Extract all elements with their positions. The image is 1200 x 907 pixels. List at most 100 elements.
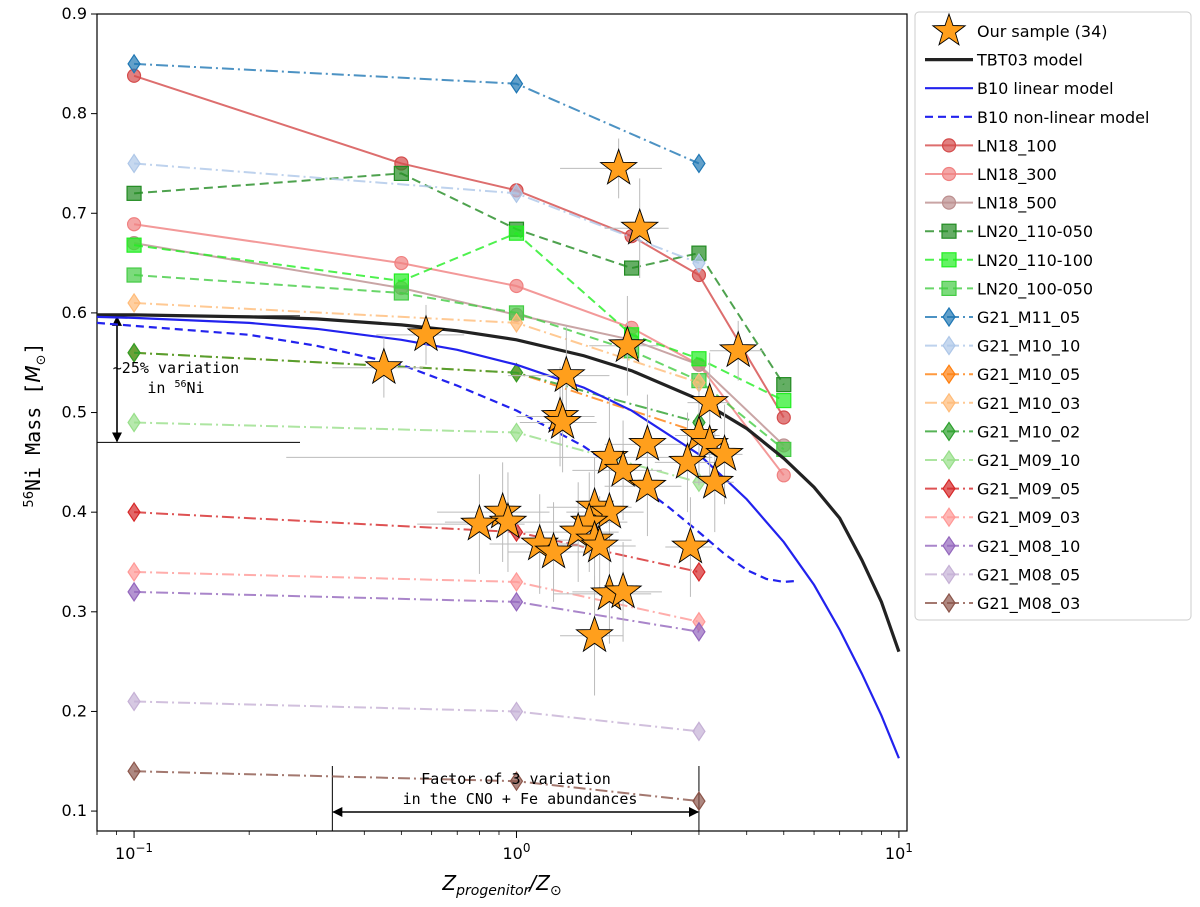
legend-label-g21-m08-05: G21_M08_05 bbox=[977, 565, 1080, 585]
legend-label-ln20-110-050: LN20_110-050 bbox=[977, 222, 1093, 242]
y-axis-label: 56Ni Mass [M⊙] bbox=[21, 342, 49, 507]
legend-label-g21-m11-05: G21_M11_05 bbox=[977, 308, 1080, 328]
series-marker-ln18-300 bbox=[776, 468, 791, 483]
legend-marker-ln20-100-050 bbox=[941, 280, 957, 296]
legend-marker-g21-m08-10 bbox=[942, 535, 956, 556]
y-tick-label: 0.8 bbox=[62, 104, 87, 123]
model-series bbox=[126, 53, 792, 812]
legend-label-g21-m10-10: G21_M10_10 bbox=[977, 337, 1080, 357]
annotation-vertical-line2: in 56Ni bbox=[147, 379, 204, 397]
series-marker-g21-m11-05 bbox=[692, 153, 706, 174]
x-tick-label: 100 bbox=[502, 841, 530, 863]
legend-label-ln18-300: LN18_300 bbox=[977, 165, 1057, 185]
series-marker-g21-m10-10 bbox=[692, 253, 706, 274]
sample-star bbox=[590, 491, 629, 529]
sample-star bbox=[460, 503, 499, 541]
series-marker-ln20-110-100 bbox=[508, 225, 525, 241]
sample-star bbox=[364, 347, 404, 385]
series-marker-g21-m08-05 bbox=[127, 691, 141, 712]
x-axis-label: Zprogenitor/Z⊙ bbox=[441, 871, 561, 899]
series-marker-ln18-300 bbox=[126, 217, 142, 232]
legend-label-ln18-100: LN18_100 bbox=[977, 136, 1057, 156]
legend-marker-ln20-110-100 bbox=[941, 252, 957, 268]
legend-label-g21-m09-10: G21_M09_10 bbox=[977, 451, 1080, 471]
legend-marker-g21-m08-05 bbox=[942, 564, 956, 585]
legend-marker-g21-m09-03 bbox=[942, 507, 956, 528]
series-line-ln20-110-050 bbox=[133, 172, 785, 386]
y-tick-label: 0.7 bbox=[62, 203, 87, 222]
legend-label-ln20-110-100: LN20_110-100 bbox=[977, 251, 1093, 271]
series-marker-g21-m08-10 bbox=[127, 581, 141, 602]
series-line-ln18-500 bbox=[133, 242, 785, 447]
series-marker-g21-m08-10 bbox=[692, 621, 706, 642]
legend-label-g21-m09-03: G21_M09_03 bbox=[977, 508, 1080, 528]
plot-frame bbox=[96, 13, 908, 832]
series-marker-ln20-110-050 bbox=[623, 260, 640, 276]
sample-star bbox=[580, 525, 620, 563]
series-marker-g21-m09-05 bbox=[127, 502, 141, 523]
series-marker-ln18-100 bbox=[776, 410, 791, 425]
sample-star bbox=[543, 402, 582, 439]
series-marker-g21-m10-10 bbox=[127, 153, 141, 174]
series-marker-ln18-300 bbox=[394, 255, 409, 271]
legend-label-g21-m09-05: G21_M09_05 bbox=[977, 480, 1080, 500]
model-curve-b10-linear-model bbox=[97, 315, 900, 759]
sample-star bbox=[603, 449, 643, 487]
legend-label-g21-m10-03: G21_M10_03 bbox=[977, 394, 1080, 414]
series-marker-ln20-100-050 bbox=[126, 267, 142, 283]
legend-label-ln18-500: LN18_500 bbox=[977, 194, 1057, 214]
sample-star bbox=[628, 465, 667, 503]
legend-marker-ln18-300 bbox=[941, 166, 957, 182]
series-marker-ln18-300 bbox=[509, 278, 524, 294]
series-marker-g21-m08-10 bbox=[509, 591, 524, 612]
legend-marker-g21-m08-03 bbox=[942, 592, 956, 614]
sample-stars bbox=[364, 148, 758, 653]
series-marker-g21-m09-05 bbox=[692, 561, 706, 583]
y-tick-label: 0.2 bbox=[62, 701, 87, 720]
legend-marker-ln18-500 bbox=[941, 195, 957, 210]
legend-label-g21-m10-05: G21_M10_05 bbox=[977, 365, 1080, 385]
legend-label-ln20-100-050: LN20_100-050 bbox=[977, 279, 1093, 299]
legend-label-b10-non-linear-model: B10 non-linear model bbox=[977, 108, 1149, 127]
series-marker-g21-m11-05 bbox=[509, 73, 524, 94]
legend-label-g21-m08-03: G21_M08_03 bbox=[977, 594, 1080, 614]
sample-star bbox=[488, 501, 528, 539]
series-marker-g21-m08-05 bbox=[692, 721, 706, 742]
legend-box bbox=[914, 11, 1192, 621]
series-marker-g21-m11-05 bbox=[127, 53, 141, 74]
series-marker-g21-m10-10 bbox=[509, 183, 524, 204]
series-line-ln20-110-100 bbox=[133, 232, 785, 402]
sample-star bbox=[690, 382, 730, 420]
legend-label-g21-m10-02: G21_M10_02 bbox=[977, 422, 1080, 442]
model-curve-tbt03-model bbox=[97, 313, 901, 653]
y-tick-label: 0.9 bbox=[62, 4, 87, 23]
series-marker-g21-m08-05 bbox=[509, 701, 524, 722]
sample-star bbox=[406, 314, 446, 352]
sample-star bbox=[599, 148, 639, 185]
annotation-horizontal-line1: Factor of 3 variation bbox=[421, 770, 611, 788]
sample-star bbox=[546, 355, 586, 393]
legend-marker-g21-m10-10 bbox=[942, 335, 956, 356]
sample-star bbox=[575, 615, 614, 653]
series-marker-ln20-110-050 bbox=[776, 377, 792, 393]
sample-star bbox=[718, 330, 758, 368]
series-line-ln18-300 bbox=[133, 223, 785, 476]
y-tick-label: 0.5 bbox=[62, 403, 87, 422]
sample-star bbox=[608, 325, 647, 363]
legend: Our sample (34) TBT03 model B10 linear mod… bbox=[925, 12, 1149, 614]
y-tick-label: 0.3 bbox=[62, 602, 87, 621]
axis-ticks: 0.1 0.2 0.3 0.4 0.5 0.6 0.7 0.8 0.9 10−1 100 101 bbox=[62, 4, 913, 863]
series-marker-g21-m10-02 bbox=[509, 362, 524, 383]
legend-label-tbt03-model: TBT03 model bbox=[976, 51, 1083, 70]
annotation-horizontal-line2: in the CNO + Fe abundances bbox=[403, 790, 638, 808]
sample-star bbox=[628, 424, 667, 461]
legend-marker-ln18-100 bbox=[941, 138, 957, 153]
series-line-ln18-100 bbox=[133, 74, 785, 419]
legend-sample-star bbox=[931, 12, 967, 46]
legend-marker-g21-m09-10 bbox=[942, 449, 956, 471]
legend-marker-g21-m11-05 bbox=[942, 306, 956, 328]
sample-star bbox=[603, 571, 643, 609]
series-marker-ln20-110-100 bbox=[126, 237, 142, 253]
legend-marker-g21-m10-05 bbox=[942, 364, 956, 385]
